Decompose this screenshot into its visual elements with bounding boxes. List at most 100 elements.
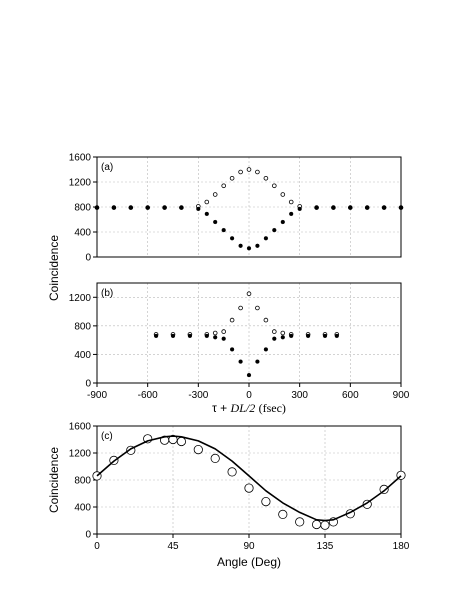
data-point-filled — [187, 333, 192, 338]
x-tick-label: -900 — [87, 390, 107, 401]
x-tick-label: -600 — [138, 390, 158, 401]
y-tick-label: 1200 — [69, 178, 92, 189]
y-tick-label: 800 — [74, 476, 91, 487]
data-point-filled — [94, 205, 100, 210]
data-point-open — [238, 169, 243, 175]
y-tick-label: 800 — [74, 321, 91, 332]
data-point-open — [288, 199, 294, 205]
x-tick-label: 45 — [167, 541, 179, 552]
x-tick-label: 300 — [291, 390, 308, 401]
y-tick-label: 400 — [74, 350, 91, 361]
panel-c-yticks: 0 400 800 1200 1600 — [69, 422, 97, 541]
data-point-open — [246, 167, 252, 172]
data-point-open — [168, 434, 178, 445]
data-point-open — [246, 291, 252, 297]
data-point-open — [212, 192, 218, 197]
y-tick-label: 800 — [74, 203, 91, 214]
data-point-open — [278, 509, 288, 520]
panel-c-label: (c) — [101, 431, 113, 442]
x-tick-label: 900 — [393, 390, 410, 401]
data-point-open — [176, 436, 186, 447]
x-tick-label: 90 — [243, 541, 255, 552]
y-tick-label: 0 — [85, 253, 91, 264]
data-point-open — [263, 317, 269, 323]
data-point-filled — [204, 211, 209, 216]
data-point-filled — [334, 333, 339, 338]
panel-a-label: (a) — [101, 162, 113, 173]
data-point-filled — [170, 333, 176, 338]
data-point-open — [280, 192, 286, 197]
data-point-filled — [322, 333, 328, 338]
data-point-open — [255, 169, 260, 175]
data-point-filled — [246, 246, 252, 251]
y-tick-label: 1200 — [69, 449, 92, 460]
data-point-open — [255, 305, 260, 311]
data-point-filled — [255, 359, 260, 364]
x-tick-label: 600 — [342, 390, 359, 401]
panel-c: 0 400 800 1200 1600 0 45 90 135 180 (c) — [69, 422, 410, 553]
data-point-filled — [263, 236, 268, 241]
data-point-filled — [280, 219, 285, 225]
data-point-filled — [398, 205, 404, 210]
data-point-filled — [289, 333, 294, 338]
data-point-filled — [246, 373, 252, 378]
panel-a-points — [94, 167, 404, 251]
data-point-open — [238, 305, 243, 311]
data-point-filled — [263, 347, 268, 352]
data-point-filled — [204, 333, 209, 338]
panel-b-grid — [97, 283, 401, 383]
xlabel-top-dl: DL/2 — [230, 401, 256, 415]
data-point-filled — [297, 206, 302, 211]
y-tick-label: 0 — [85, 530, 91, 541]
y-tick-label: 0 — [85, 379, 91, 390]
fit-curve — [96, 435, 402, 522]
x-tick-label: 180 — [393, 541, 410, 552]
y-tick-label: 1600 — [69, 153, 92, 164]
panel-c-grid — [97, 426, 401, 534]
ylabel-bottom: Coincidence — [47, 447, 61, 513]
data-point-filled — [230, 236, 235, 241]
panel-c-xticks: 0 45 90 135 180 — [94, 534, 410, 552]
x-tick-label: -300 — [188, 390, 208, 401]
panel-a: 0 400 800 1200 1600 (a) — [69, 153, 404, 264]
panel-b-xticks: -900 -600 -300 0 300 600 900 — [87, 383, 410, 401]
data-point-open — [295, 517, 305, 527]
data-point-filled — [179, 205, 184, 210]
data-point-open — [210, 453, 220, 463]
xlabel-top: τ + DL/2 (fsec) — [212, 401, 286, 415]
xlabel-bottom: Angle (Deg) — [217, 555, 281, 569]
data-point-open — [204, 199, 210, 205]
data-point-filled — [280, 335, 285, 340]
panel-b-points — [153, 291, 340, 378]
xlabel-top-tau: τ + — [212, 401, 227, 415]
data-point-filled — [128, 205, 133, 210]
data-point-filled — [196, 206, 201, 211]
data-point-filled — [238, 243, 243, 248]
data-point-open — [244, 483, 254, 493]
data-point-filled — [348, 205, 353, 210]
data-point-filled — [331, 205, 336, 210]
x-tick-label: 0 — [246, 390, 252, 401]
x-tick-label: 135 — [317, 541, 334, 552]
data-point-filled — [255, 243, 260, 248]
panel-c-points — [92, 434, 406, 530]
data-point-filled — [365, 205, 370, 210]
data-point-open — [271, 329, 277, 334]
data-point-open — [229, 176, 235, 181]
data-point-open — [229, 317, 235, 323]
data-point-filled — [272, 336, 277, 341]
data-point-filled — [272, 228, 277, 233]
panel-a-grid — [97, 157, 401, 257]
data-point-filled — [382, 205, 387, 210]
data-point-filled — [145, 205, 150, 210]
data-point-open — [271, 183, 277, 189]
y-tick-label: 1200 — [69, 293, 92, 304]
data-point-filled — [306, 333, 311, 338]
data-point-filled — [221, 228, 226, 233]
panel-b: 0 400 800 1200 -900 -600 -300 0 300 600 900 (b) — [69, 282, 410, 401]
data-point-open — [221, 329, 227, 334]
data-point-filled — [213, 335, 218, 340]
data-point-open — [212, 330, 218, 336]
data-point-open — [193, 444, 203, 455]
